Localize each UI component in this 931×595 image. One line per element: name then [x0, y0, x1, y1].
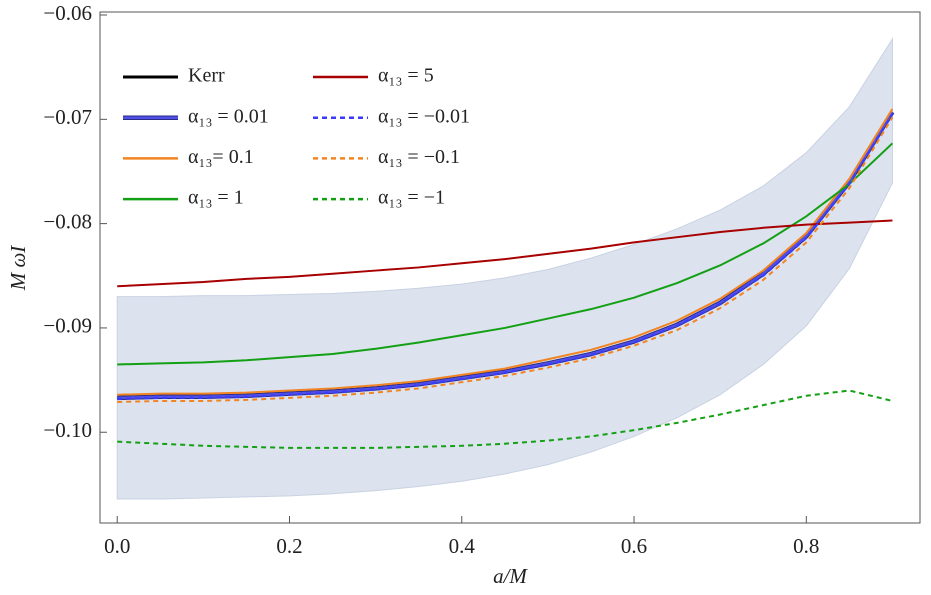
x-tick-label: 0.0: [104, 534, 130, 558]
x-axis-label: a/M: [493, 564, 528, 588]
legend-label: α₁₃ = −0.01: [378, 105, 470, 127]
y-tick-label: −0.10: [43, 418, 92, 442]
y-axis-label: M ωI: [6, 245, 30, 292]
line: [117, 111, 894, 400]
line: [117, 108, 894, 396]
y-tick-label: −0.06: [43, 1, 92, 25]
x-tick-label: 0.6: [621, 534, 647, 558]
legend-label: α₁₃ = 0.01: [188, 105, 269, 127]
line: [117, 142, 894, 366]
legend-label: α₁₃ = −1: [378, 187, 445, 209]
plot-frame: [99, 11, 921, 524]
legend-label: α₁₃ = 5: [378, 65, 434, 87]
y-tick-label: −0.08: [43, 209, 92, 233]
legend-label: α₁₃ = 1: [188, 187, 244, 209]
legend-label: Kerr: [188, 65, 225, 87]
y-tick-label: −0.07: [43, 105, 92, 129]
y-tick-label: −0.09: [43, 314, 92, 338]
x-tick-label: 0.4: [449, 534, 476, 558]
line: [117, 116, 894, 403]
x-tick-label: 0.8: [793, 534, 819, 558]
line: [117, 113, 894, 400]
line: [117, 219, 893, 288]
legend-label: α₁₃= 0.1: [188, 146, 254, 168]
x-tick-label: 0.2: [276, 534, 302, 558]
line: [117, 389, 893, 449]
legend-label: α₁₃ = −0.1: [378, 146, 460, 168]
uncertainty-band: [116, 37, 893, 500]
